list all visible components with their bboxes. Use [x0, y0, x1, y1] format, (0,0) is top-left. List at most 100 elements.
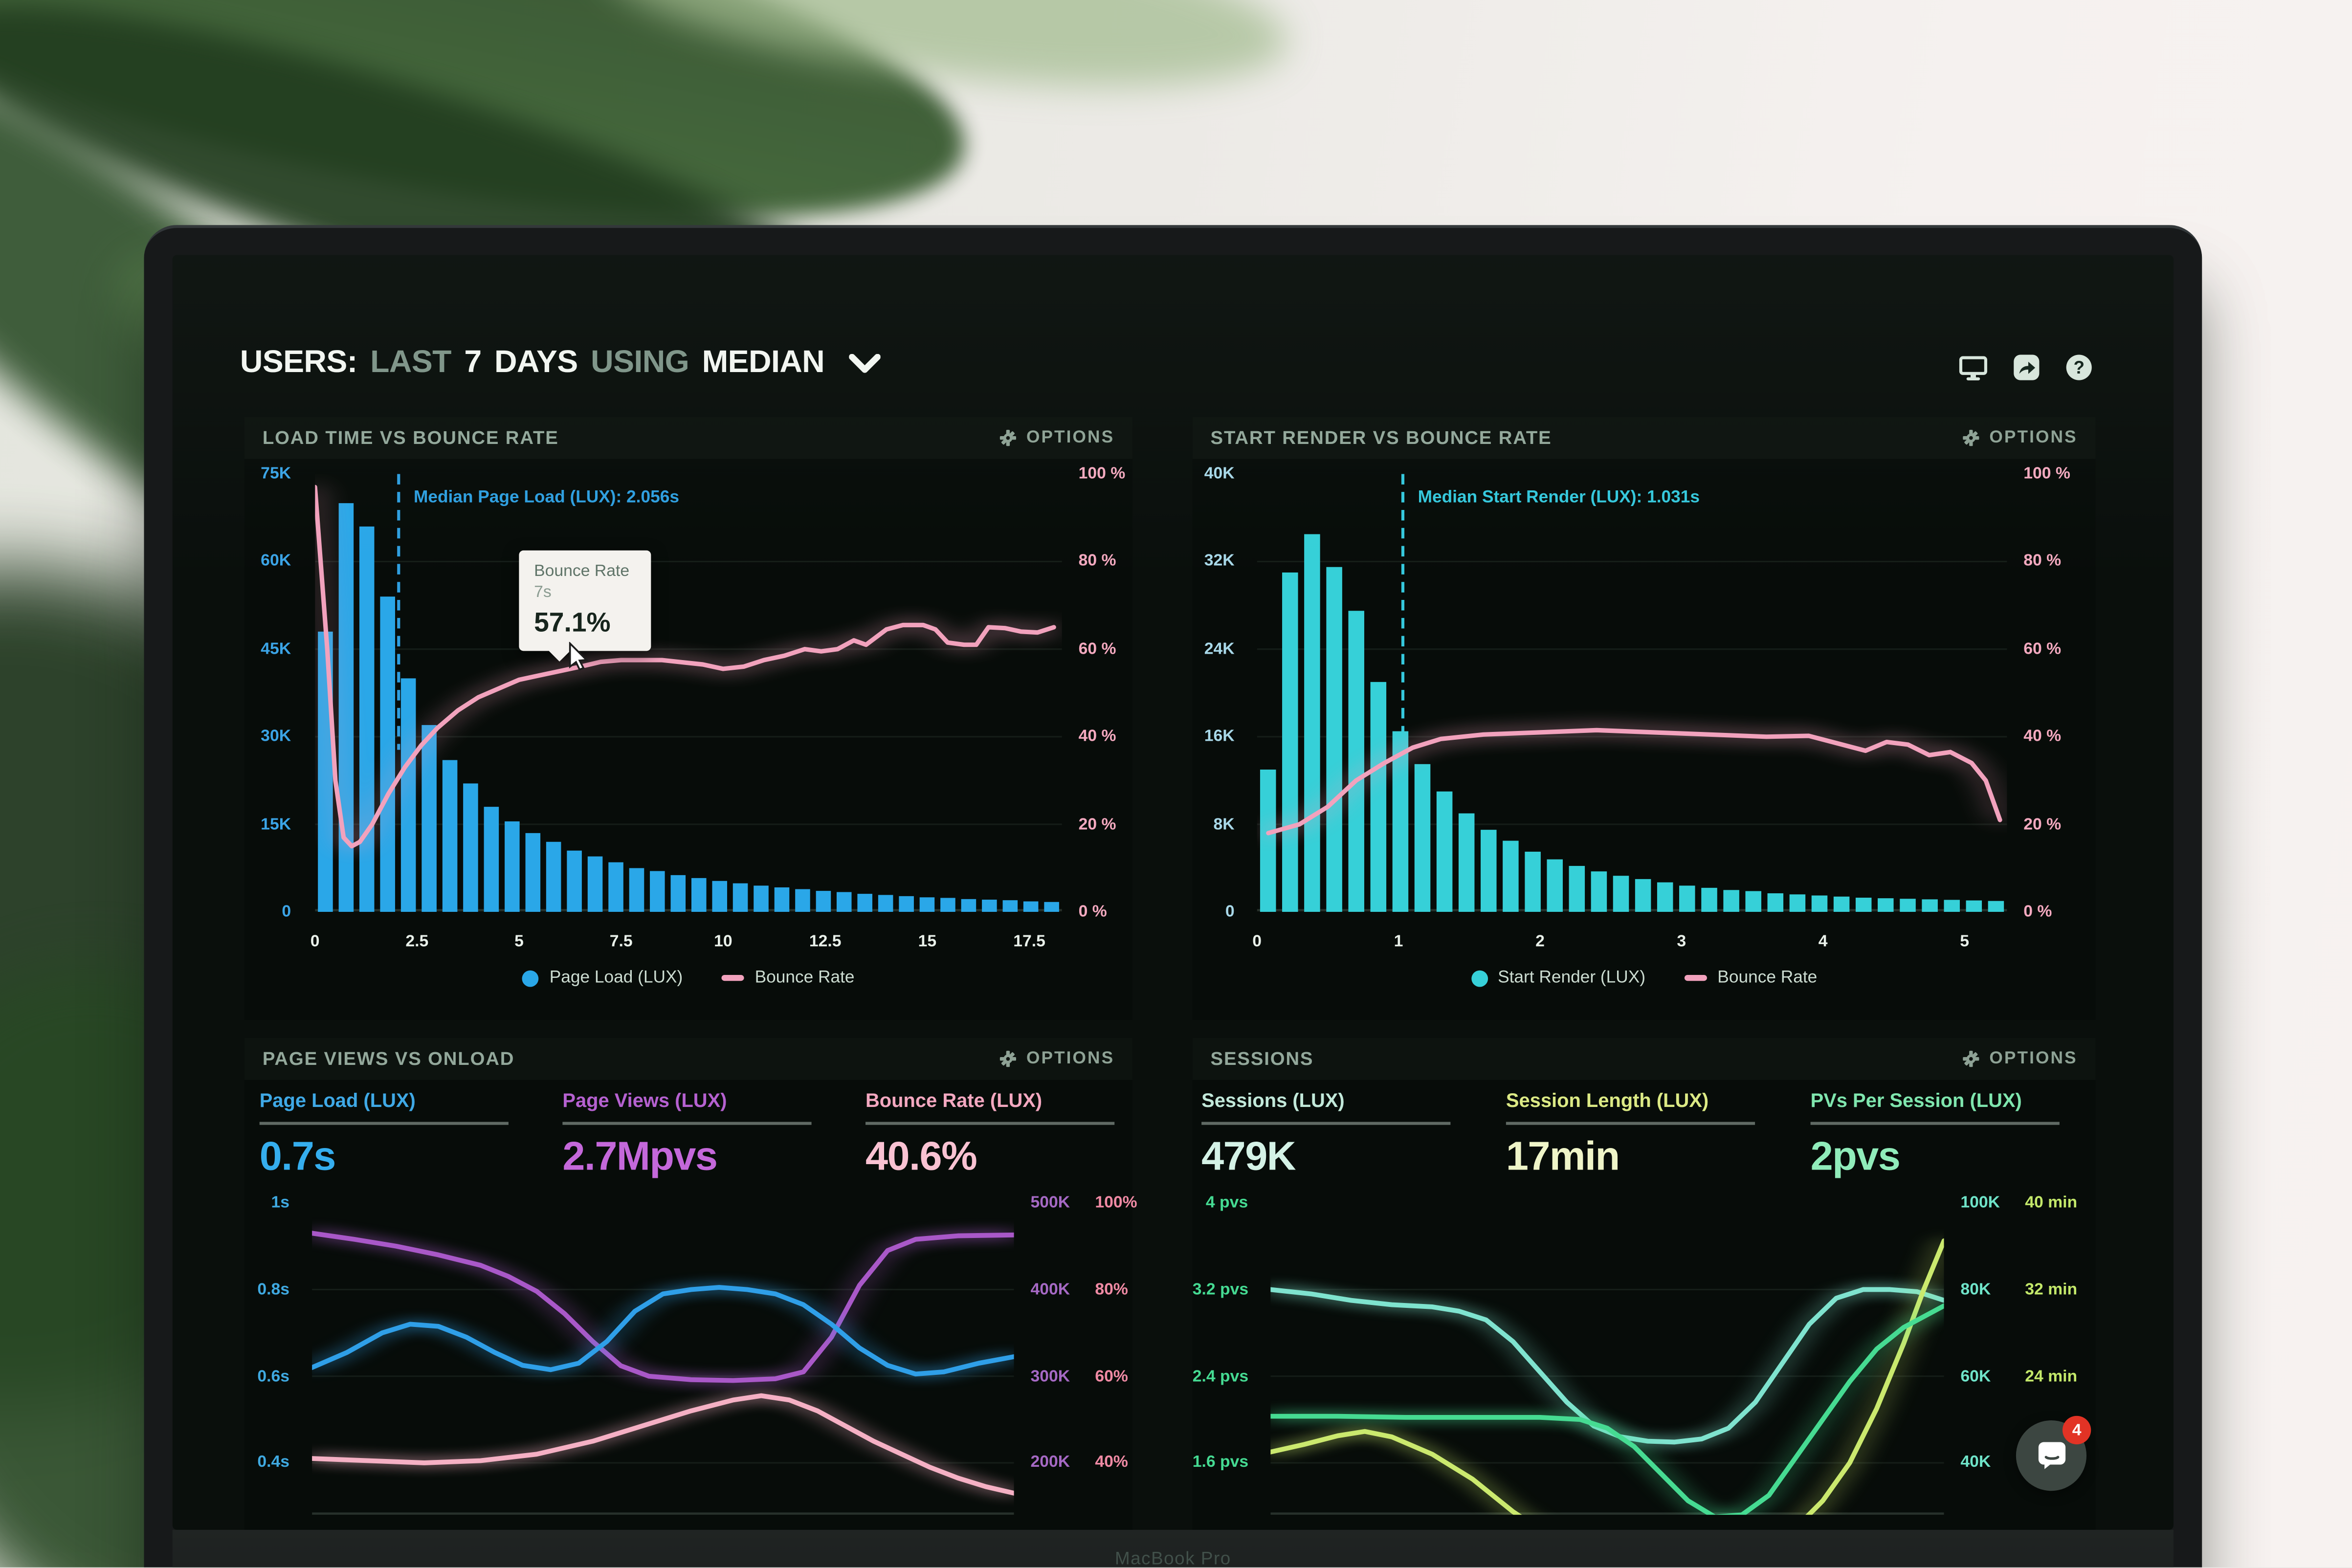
bar[interactable] [1657, 882, 1673, 912]
bar[interactable] [1458, 813, 1475, 912]
bar[interactable] [982, 900, 997, 912]
legend-item[interactable]: Page Load (LUX) [522, 969, 683, 987]
bar[interactable] [1503, 840, 1519, 912]
options-button[interactable]: OPTIONS [1962, 429, 2077, 447]
bar[interactable] [1481, 830, 1497, 912]
bar[interactable] [1591, 871, 1607, 912]
bar[interactable] [380, 596, 395, 912]
bar[interactable] [546, 841, 561, 912]
axis-tick-label: 100K 40 min [1952, 1194, 2095, 1212]
bar[interactable] [816, 891, 831, 912]
bar[interactable] [359, 526, 375, 912]
bar[interactable] [1044, 902, 1059, 912]
bar[interactable] [1260, 769, 1276, 912]
panel-header: PAGE VIEWS VS ONLOAD OPTIONS [244, 1038, 1133, 1080]
bar[interactable] [1392, 731, 1409, 912]
bar[interactable] [774, 887, 790, 912]
bar[interactable] [608, 862, 623, 912]
x-axis-tick-label: 10 [714, 933, 732, 951]
bar[interactable] [505, 821, 520, 912]
options-button[interactable]: OPTIONS [1962, 1050, 2077, 1068]
bar[interactable] [1789, 894, 1806, 912]
bar[interactable] [1966, 900, 1982, 912]
bar[interactable] [1900, 899, 1916, 912]
bar[interactable] [1701, 887, 1717, 912]
bar[interactable] [1723, 890, 1739, 912]
chart-plot[interactable] [312, 1203, 1014, 1515]
bar[interactable] [940, 898, 955, 912]
bar[interactable] [338, 503, 354, 912]
bar[interactable] [1811, 895, 1828, 912]
chart-plot[interactable]: Median Page Load (LUX): 2.056s [315, 474, 1062, 912]
bar[interactable] [1002, 900, 1018, 912]
chat-launcher-button[interactable]: 4 [2016, 1415, 2091, 1491]
bar[interactable] [1745, 891, 1761, 912]
bar[interactable] [484, 807, 499, 912]
bar[interactable] [422, 725, 437, 912]
title-aggregation: MEDIAN [702, 345, 825, 380]
bar[interactable] [1304, 534, 1320, 912]
options-button[interactable]: OPTIONS [999, 429, 1114, 447]
metric-label: Page Load (LUX) [259, 1089, 416, 1112]
bar[interactable] [1348, 611, 1364, 912]
chart-plot[interactable]: Median Start Render (LUX): 1.031s [1257, 474, 2007, 912]
bar[interactable] [1767, 893, 1784, 912]
chat-bubble-icon [2038, 1442, 2065, 1469]
legend-item[interactable]: Start Render (LUX) [1470, 969, 1645, 987]
bar[interactable] [899, 896, 914, 912]
bar[interactable] [670, 875, 686, 912]
bar[interactable] [919, 897, 935, 912]
chevron-down-icon[interactable] [849, 353, 881, 374]
bar[interactable] [525, 833, 541, 912]
bar[interactable] [691, 878, 707, 912]
bar[interactable] [1525, 851, 1541, 912]
bar[interactable] [1988, 901, 2004, 912]
bar[interactable] [1547, 859, 1563, 912]
help-icon[interactable]: ? [2065, 354, 2092, 381]
bar[interactable] [442, 760, 458, 912]
bar[interactable] [1370, 682, 1387, 912]
bar[interactable] [857, 894, 872, 912]
bar[interactable] [567, 850, 582, 912]
chart-plot[interactable] [1270, 1203, 1944, 1515]
legend-item[interactable]: Bounce Rate [1684, 969, 1817, 987]
bar[interactable] [587, 856, 603, 912]
bar[interactable] [1878, 898, 1894, 912]
bar[interactable] [1679, 885, 1695, 912]
chart-canvas [1270, 1203, 1944, 1515]
Page Views-series [312, 1233, 1014, 1380]
options-button[interactable]: OPTIONS [999, 1050, 1114, 1068]
bar[interactable] [463, 783, 478, 912]
bar[interactable] [1326, 567, 1342, 912]
options-label: OPTIONS [1989, 429, 2078, 447]
bar[interactable] [754, 885, 769, 912]
bar[interactable] [712, 881, 728, 912]
bar[interactable] [1635, 879, 1651, 912]
bar[interactable] [732, 883, 748, 912]
bar[interactable] [1569, 866, 1585, 912]
bar[interactable] [795, 889, 810, 912]
axis-tick-label: 24K [1204, 640, 1235, 659]
bar[interactable] [400, 678, 416, 912]
share-icon[interactable] [2013, 354, 2040, 381]
bar[interactable] [650, 871, 665, 912]
bar[interactable] [1855, 897, 1872, 912]
bar[interactable] [961, 899, 976, 912]
legend-item[interactable]: Bounce Rate [722, 969, 855, 987]
bar[interactable] [1833, 896, 1850, 912]
bar[interactable] [1414, 764, 1431, 912]
bar[interactable] [1944, 900, 1960, 912]
x-axis-tick-label: 15 [918, 933, 937, 951]
bar[interactable] [878, 895, 893, 912]
metric-label: Bounce Rate (LUX) [865, 1089, 1043, 1112]
bar[interactable] [1436, 791, 1453, 912]
bar[interactable] [629, 868, 644, 912]
metric-underline [259, 1122, 509, 1125]
laptop-model-label: MacBook Pro [1114, 1547, 1231, 1568]
bar[interactable] [1023, 901, 1039, 912]
display-icon[interactable] [1959, 354, 1987, 380]
bar[interactable] [836, 892, 852, 912]
bar[interactable] [1613, 876, 1629, 912]
bar[interactable] [1922, 899, 1938, 912]
bar[interactable] [1282, 572, 1298, 912]
